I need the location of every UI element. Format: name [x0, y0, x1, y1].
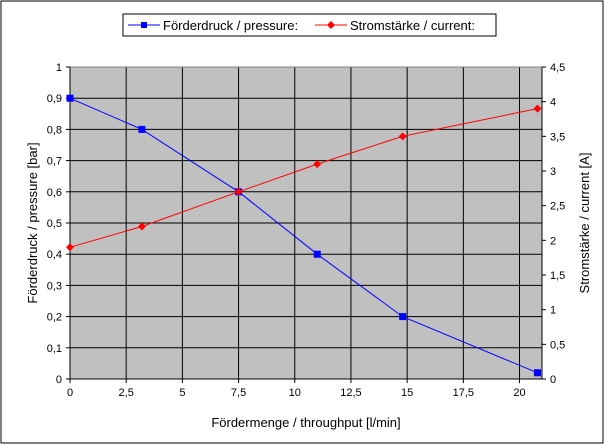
y-right-tick-label: 1,5: [550, 270, 565, 282]
legend-marker-current: [327, 21, 335, 29]
series-line-0: [69, 97, 538, 374]
legend-label-pressure: Förderdruck / pressure:: [163, 18, 298, 33]
legend-box: [122, 13, 497, 37]
y-left-tick-label: 0,3: [47, 280, 62, 292]
data-point-pressure: [66, 94, 74, 102]
series-layer: [66, 94, 542, 377]
y-right-tick-label: 1: [550, 305, 556, 317]
data-point-current: [313, 160, 322, 169]
legend-marker-pressure: [141, 22, 147, 28]
data-point-pressure: [313, 250, 321, 258]
x-tick-label: 7,5: [231, 387, 246, 399]
x-axis-label: Fördermenge / throughput [l/min]: [211, 415, 400, 430]
series-line-1: [69, 108, 538, 248]
y-right-tick-label: 3: [550, 166, 556, 178]
x-tick-label: 15: [401, 387, 413, 399]
x-tick-label: 12,5: [340, 387, 361, 399]
y-left-tick-label: 1: [56, 62, 62, 74]
y-left-tick-label: 0,5: [47, 218, 62, 230]
data-point-pressure: [534, 369, 542, 377]
y-left-tick-label: 0,2: [47, 312, 62, 324]
y-left-tick-label: 0,9: [47, 93, 62, 105]
x-tick-label: 2,5: [119, 387, 134, 399]
x-tick-label: 0: [67, 387, 73, 399]
y-left-tick-label: 0,7: [47, 156, 62, 168]
x-tick-label: 17,5: [453, 387, 474, 399]
y-left-tick-label: 0: [56, 374, 62, 386]
data-point-current: [398, 132, 407, 141]
x-tick-label: 5: [179, 387, 185, 399]
legend: Förderdruck / pressure: Stromstärke / cu…: [122, 13, 497, 37]
data-point-current: [234, 187, 243, 196]
x-ticks: 0 2,5 5 7,5 10 12,5 15 17,5 20: [67, 379, 526, 399]
data-point-pressure: [399, 313, 407, 321]
y-left-axis-label: Förderdruck / pressure [bar]: [25, 142, 40, 303]
y-right-tick-label: 2,5: [550, 201, 565, 213]
data-point-current: [533, 104, 542, 113]
y-right-tick-label: 4: [550, 97, 556, 109]
y-left-ticks: 0 0,1 0,2 0,3 0,4 0,5 0,6 0,7 0,8 0,9 1: [47, 62, 70, 386]
x-tick-label: 20: [513, 387, 525, 399]
data-point-current: [66, 243, 74, 252]
y-left-tick-label: 0,8: [47, 124, 62, 136]
y-right-tick-label: 2: [550, 235, 556, 247]
y-right-axis-label: Stromstärke / current [A]: [577, 153, 592, 294]
y-right-tick-label: 3,5: [550, 131, 565, 143]
y-right-tick-label: 0: [550, 374, 556, 386]
y-left-tick-label: 0,1: [47, 343, 62, 355]
data-point-current: [137, 222, 146, 231]
data-point-pressure: [138, 125, 146, 133]
y-right-tick-label: 0,5: [550, 339, 565, 351]
legend-label-current: Stromstärke / current:: [350, 18, 475, 33]
x-tick-label: 10: [289, 387, 301, 399]
y-right-tick-label: 4,5: [550, 62, 565, 74]
y-left-tick-label: 0,6: [47, 187, 62, 199]
y-left-tick-label: 0,4: [47, 249, 62, 261]
y-right-ticks: 0 0,5 1 1,5 2 2,5 3 3,5 4 4,5: [542, 62, 565, 386]
